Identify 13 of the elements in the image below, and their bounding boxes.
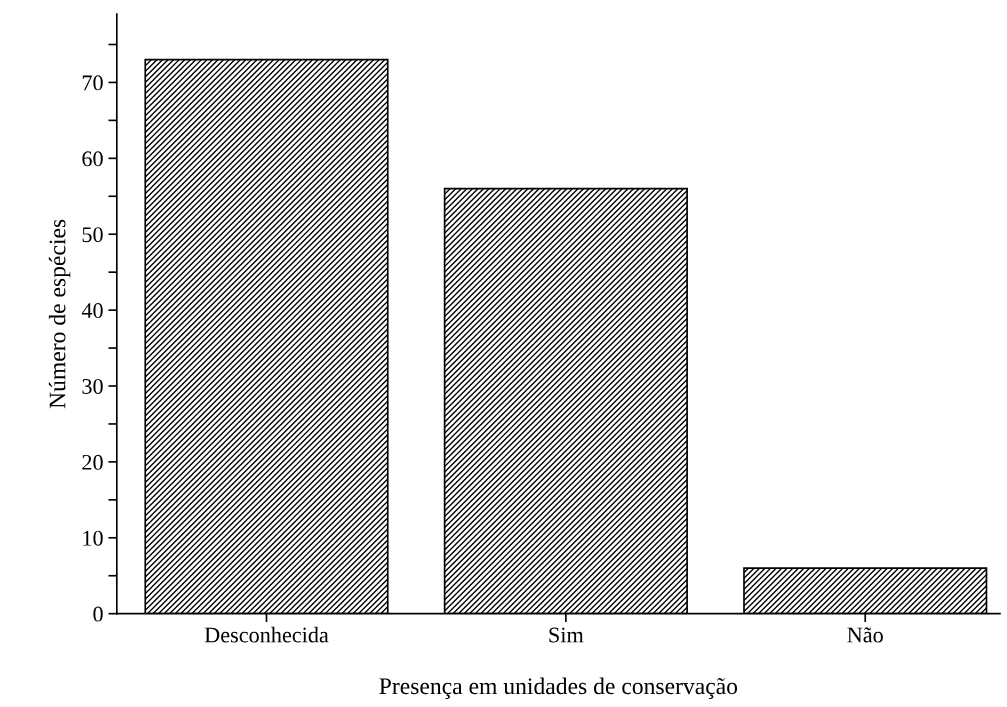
y-tick-label: 50 (82, 227, 103, 243)
y-tick-label: 30 (82, 378, 103, 394)
x-tick-label: Desconhecida (204, 626, 329, 643)
y-tick-label: 20 (82, 454, 103, 470)
y-tick-label: 10 (83, 530, 103, 546)
x-axis-title: Presença em unidades de conservação (379, 677, 738, 699)
y-tick-label: 70 (82, 75, 103, 91)
x-tick-label: Não (847, 627, 883, 643)
y-tick-label: 40 (81, 303, 103, 319)
y-tick-label: 60 (82, 151, 103, 167)
y-tick-label: 0 (93, 606, 103, 622)
x-tick-label: Sim (549, 627, 584, 643)
y-axis-title: Número de espécies (48, 219, 71, 409)
